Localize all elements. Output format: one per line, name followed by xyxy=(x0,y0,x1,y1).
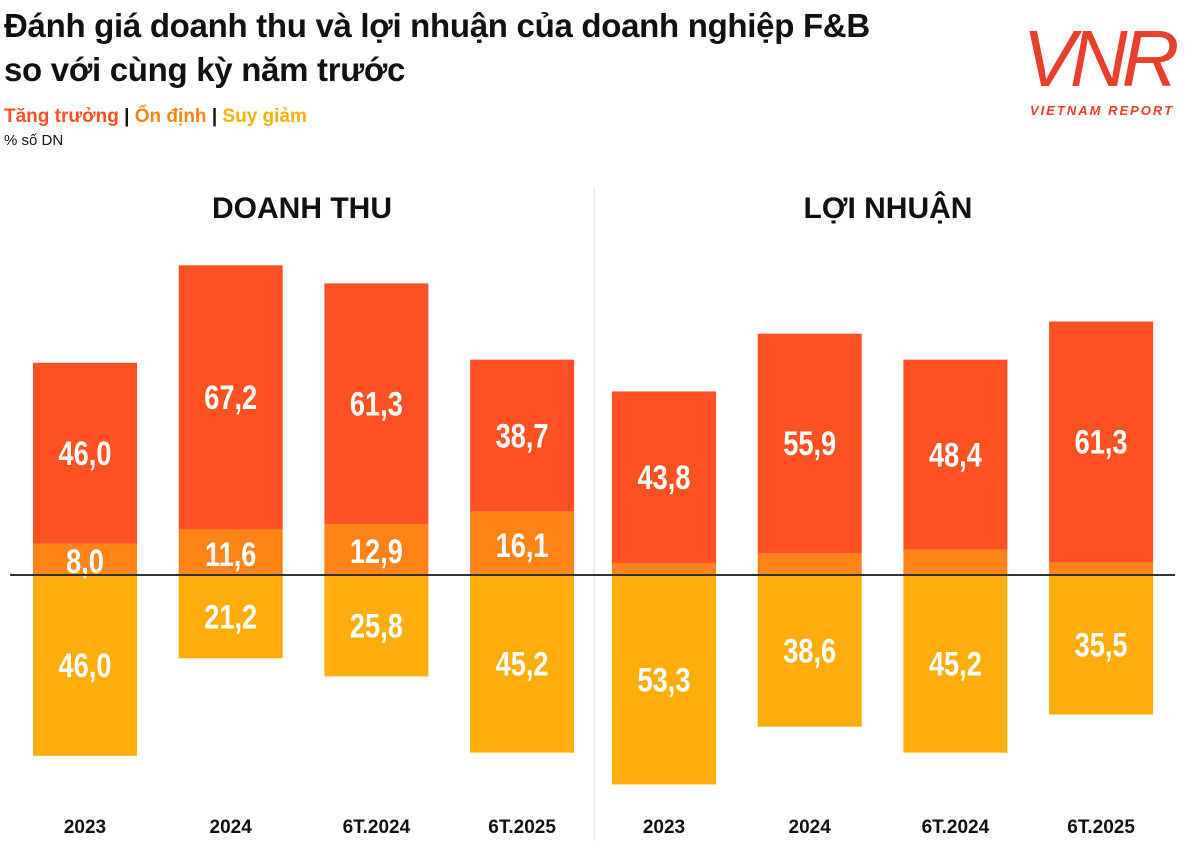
x-tick-label: 2023 xyxy=(643,817,685,838)
bar-decline xyxy=(33,575,137,756)
x-tick-label: 2024 xyxy=(789,817,832,838)
bar-decline xyxy=(757,575,862,727)
bar-growth xyxy=(178,265,283,530)
legend: Tăng trưởng | Ổn định | Suy giảm xyxy=(4,106,307,128)
x-tick-label: 2024 xyxy=(210,817,253,838)
panel-title: DOANH THU xyxy=(212,192,392,225)
label-decline: 21,2 xyxy=(204,597,257,636)
label-stable: 11,6 xyxy=(205,535,256,574)
chart-title: Đánh giá doanh thu và lợi nhuận của doan… xyxy=(4,4,870,92)
bar-decline xyxy=(903,575,1008,753)
label-decline: 38,6 xyxy=(783,632,836,671)
svg-text:VNR: VNR xyxy=(1023,14,1178,103)
svg-text:VIETNAM REPORT: VIETNAM REPORT xyxy=(1030,103,1174,118)
x-tick-label: 6T.2024 xyxy=(922,817,990,838)
bar-stable xyxy=(33,543,137,575)
label-growth: 46,0 xyxy=(59,434,112,473)
legend-separator: | xyxy=(124,106,130,127)
label-growth: 61,3 xyxy=(1075,423,1128,462)
bar-stable xyxy=(612,563,716,575)
bar-growth xyxy=(1049,321,1154,563)
label-decline: 46,0 xyxy=(59,646,112,685)
label-growth: 67,2 xyxy=(204,378,257,417)
title-line-1: Đánh giá doanh thu và lợi nhuận của doan… xyxy=(4,7,870,44)
x-tick-label: 6T.2024 xyxy=(343,817,411,838)
label-growth: 43,8 xyxy=(638,458,691,497)
label-growth: 55,9 xyxy=(783,424,836,463)
label-decline: 45,2 xyxy=(496,644,549,683)
label-decline: 35,5 xyxy=(1075,625,1128,664)
label-decline: 53,3 xyxy=(638,660,691,699)
bar-growth xyxy=(757,333,862,554)
panel-title: LỢI NHUẬN xyxy=(804,191,973,225)
x-tick-label: 6T.2025 xyxy=(1067,817,1135,838)
x-tick-label: 6T.2025 xyxy=(488,817,556,838)
bar-stable xyxy=(903,549,1008,575)
bar-growth xyxy=(612,391,716,564)
bar-decline xyxy=(324,575,429,677)
legend-stable: Ổn định xyxy=(134,106,207,127)
vietnam-report-logo: VNR VIETNAM REPORT xyxy=(1023,14,1184,118)
x-tick-label: 2023 xyxy=(64,817,106,838)
label-stable: 12,9 xyxy=(350,532,403,571)
label-growth: 61,3 xyxy=(350,385,403,424)
bar-stable xyxy=(470,511,575,575)
legend-growth: Tăng trưởng xyxy=(4,106,119,127)
bar-growth xyxy=(903,359,1008,550)
bar-stable xyxy=(178,529,283,575)
label-decline: 25,8 xyxy=(350,606,403,645)
bar-growth xyxy=(324,283,429,525)
bar-decline xyxy=(1049,575,1154,715)
label-growth: 38,7 xyxy=(496,416,549,455)
bar-growth xyxy=(33,362,137,544)
label-stable: 16,1 xyxy=(496,526,549,565)
bar-decline xyxy=(470,575,575,753)
bar-decline xyxy=(612,575,716,785)
unit-label: % số DN xyxy=(4,132,64,149)
bar-decline xyxy=(178,575,283,659)
bar-stable xyxy=(324,524,429,575)
title-line-2: so với cùng kỳ năm trước xyxy=(4,51,406,88)
bar-growth xyxy=(470,359,575,512)
legend-separator: | xyxy=(211,106,218,127)
bar-stable xyxy=(1049,562,1154,575)
legend-decline: Suy giảm xyxy=(222,106,307,127)
bar-stable xyxy=(757,553,862,575)
label-decline: 45,2 xyxy=(929,644,982,683)
label-growth: 48,4 xyxy=(929,435,982,474)
